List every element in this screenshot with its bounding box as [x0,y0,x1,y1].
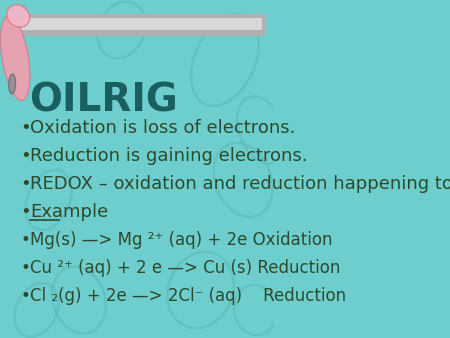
Text: •: • [20,231,30,249]
Ellipse shape [0,16,30,100]
Text: REDOX – oxidation and reduction happening together.: REDOX – oxidation and reduction happenin… [31,175,450,193]
Text: •: • [20,147,31,165]
Text: Cl ₂(g) + 2e —> 2Cl⁻ (aq)    Reduction: Cl ₂(g) + 2e —> 2Cl⁻ (aq) Reduction [31,287,346,305]
Text: •: • [20,203,31,221]
FancyBboxPatch shape [18,18,262,30]
Text: •: • [20,287,30,305]
Text: Example: Example [31,203,108,221]
Text: •: • [20,119,31,137]
Text: Mg(s) —> Mg ²⁺ (aq) + 2e Oxidation: Mg(s) —> Mg ²⁺ (aq) + 2e Oxidation [31,231,333,249]
Text: OILRIG: OILRIG [29,82,178,120]
Ellipse shape [9,74,15,94]
Text: Oxidation is loss of electrons.: Oxidation is loss of electrons. [31,119,296,137]
Ellipse shape [7,5,30,27]
Text: Cu ²⁺ (aq) + 2 e —> Cu (s) Reduction: Cu ²⁺ (aq) + 2 e —> Cu (s) Reduction [31,259,341,277]
Text: Reduction is gaining electrons.: Reduction is gaining electrons. [31,147,308,165]
FancyBboxPatch shape [14,14,265,36]
Text: •: • [20,175,31,193]
Text: •: • [20,259,30,277]
